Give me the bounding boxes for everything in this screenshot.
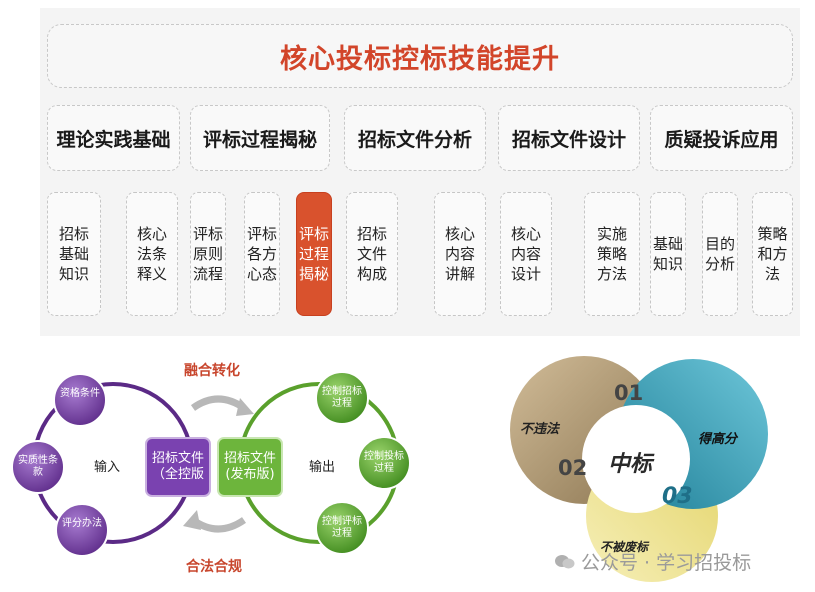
leaf-label: 评标各方心态 [246,225,277,283]
category-label: 评标过程揭秘 [202,128,317,151]
leaf-item: 基础知识 [650,192,686,316]
right-tender-box-text-wrap: 招标文件(发布版) [218,438,282,496]
category-complaint: 质疑投诉应用 [650,105,793,171]
title-box: 核心投标控标技能提升 [47,24,793,88]
input-label: 输入 [94,460,121,475]
venn-label-not-rejected: 不被废标 [600,540,649,554]
venn-center-label: 中标 [608,452,653,477]
venn-center [582,405,690,513]
leaf-label: 评标过程揭秘 [298,225,329,283]
leaf-label: 招标基础知识 [58,225,89,283]
bubble-control-evaluation-label: 控制评标过程 [322,516,362,539]
leaf-label: 评标原则流程 [192,225,223,283]
leaf-item: 策略和方法 [752,192,793,316]
left-tender-box-label: 招标文件（全控版 [151,451,204,482]
skills-panel: 核心投标控标技能提升 理论实践基础 评标过程揭秘 招标文件分析 招标文件设计 质… [40,8,800,336]
bubble-control-evaluation [315,501,369,555]
category-tender-analysis: 招标文件分析 [344,105,486,171]
leaf-item: 评标各方心态 [244,192,280,316]
venn-graphics [510,356,768,582]
top-flow-label: 融合转化 [184,363,240,379]
watermark-text: 公众号 · 学习招投标 [581,552,752,574]
bubble-control-tendering-label: 控制招标过程 [322,386,362,409]
winning-bid-venn: 01 02 03 中标 不违法 得高分 不被废标 [488,346,793,586]
leaf-label: 策略和方法 [757,225,788,283]
top-arrow-head [236,398,254,416]
bubble-substantive-terms [11,440,65,494]
right-tender-box-label: 招标文件(发布版) [223,451,276,482]
tender-flow-diagram: 融合转化 合法合规 输入 输出 招标文件（全控版 招标文件(发布版) 资格条件 … [0,350,420,592]
category-tender-design: 招标文件设计 [498,105,640,171]
leaf-label: 招标文件构成 [356,225,387,283]
bubble-control-bidding-label: 控制投标过程 [364,451,404,474]
leaf-label: 目的分析 [704,235,735,273]
right-tender-box [217,437,283,497]
page-title: 核心投标控标技能提升 [280,43,560,75]
leaf-item: 核心内容设计 [500,192,552,316]
venn-number-03: 03 [662,484,693,509]
category-label: 质疑投诉应用 [664,128,779,151]
leaf-label: 核心内容设计 [510,225,541,283]
output-label: 输出 [309,460,336,475]
bubble-qualification-label: 资格条件 [60,388,100,399]
leaf-item-highlighted: 评标过程揭秘 [296,192,332,316]
leaf-item: 评标原则流程 [190,192,226,316]
left-tender-box [145,437,211,497]
leaf-item: 目的分析 [702,192,738,316]
venn-label-not-illegal: 不违法 [520,422,560,437]
leaf-label: 实施策略方法 [596,225,627,283]
leaf-label: 基础知识 [652,235,683,273]
watermark: 公众号 · 学习招投标 [555,548,751,575]
category-evaluation-process: 评标过程揭秘 [190,105,330,171]
category-label: 理论实践基础 [56,128,171,151]
bubble-qualification [53,373,107,427]
category-label: 招标文件分析 [357,128,472,151]
bubble-control-bidding [357,436,411,490]
wechat-icon [555,554,575,568]
leaf-item: 招标基础知识 [47,192,101,316]
leaf-item: 招标文件构成 [346,192,398,316]
bubble-scoring-method-label: 评分办法 [62,518,102,529]
bottom-arrow-head [183,510,201,530]
bubble-scoring-method [55,503,109,557]
bubble-control-tendering [315,371,369,425]
bottom-flow-label: 合法合规 [186,559,242,575]
leaf-item: 核心内容讲解 [434,192,486,316]
venn-number-02: 02 [558,456,588,480]
left-tender-box-text-wrap: 招标文件（全控版 [146,438,210,496]
bubble-substantive-terms-label: 实质性条款 [18,455,58,478]
flow-graphics [11,371,411,557]
leaf-item: 核心法条释义 [126,192,178,316]
venn-label-high-score: 得高分 [698,432,738,447]
venn-number-01: 01 [614,381,644,405]
top-arrow [190,395,246,411]
leaf-label: 核心内容讲解 [444,225,475,283]
category-label: 招标文件设计 [511,128,626,151]
bottom-arrow [190,517,246,533]
category-theory-practice: 理论实践基础 [47,105,180,171]
leaf-label: 核心法条释义 [136,225,167,283]
leaf-item: 实施策略方法 [584,192,640,316]
